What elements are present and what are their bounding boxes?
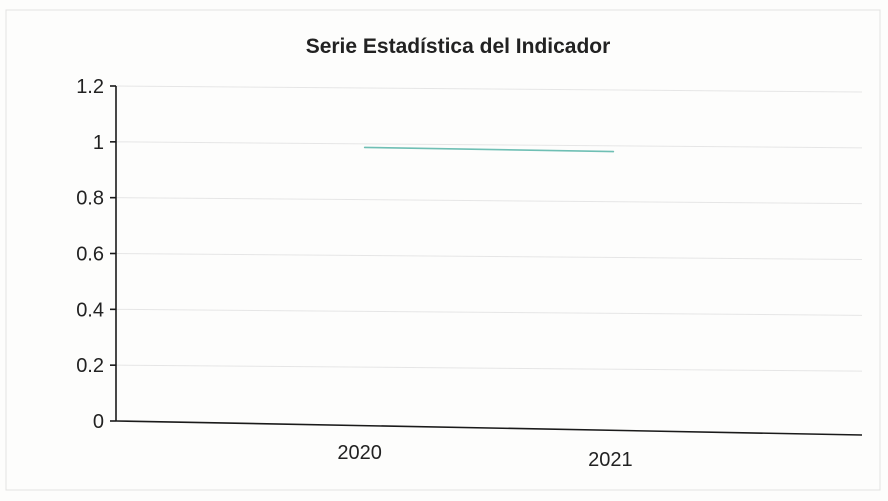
y-tick-label: 0 (93, 411, 104, 433)
gridline-y (115, 141, 863, 149)
gridline-y (115, 308, 863, 316)
axes (110, 85, 863, 436)
y-tick-label: 0.2 (76, 355, 104, 377)
gridline-y (115, 364, 863, 372)
x-tick-label: 2020 (337, 442, 382, 464)
y-tick-label: 0.8 (76, 188, 104, 210)
y-tick-label: 1 (93, 132, 104, 154)
gridlines (115, 85, 863, 372)
series-line (364, 146, 614, 153)
y-tick-label: 0.6 (76, 244, 104, 266)
x-tick-label: 2021 (588, 449, 633, 471)
tick-labels: 0 0.2 0.4 0.6 0.8 1 1.2 2020 2021 (76, 76, 632, 471)
chart-title: Serie Estadística del Indicador (306, 35, 611, 58)
gridline-y (115, 197, 863, 205)
gridline-y (115, 253, 863, 260)
series-point (363, 146, 366, 149)
y-tick-label: 1.2 (76, 76, 104, 98)
x-axis (115, 420, 863, 436)
gridline-y (115, 85, 863, 93)
chart-frame (5, 9, 881, 491)
series-point (612, 150, 615, 153)
y-tick-label: 0.4 (76, 299, 104, 321)
series-layer (363, 146, 615, 153)
